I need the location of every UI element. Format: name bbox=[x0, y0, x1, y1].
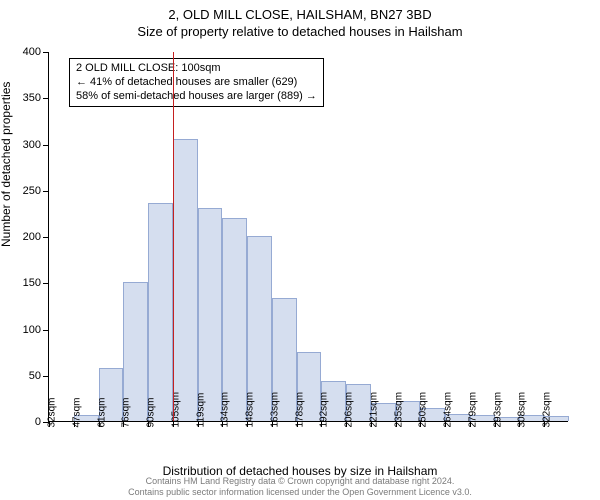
x-tick-label: 279sqm bbox=[467, 392, 478, 428]
x-tick-label: 134sqm bbox=[220, 392, 231, 428]
histogram-bar bbox=[198, 208, 223, 421]
y-tick bbox=[43, 98, 49, 99]
x-tick-label: 61sqm bbox=[96, 397, 107, 427]
y-tick bbox=[43, 283, 49, 284]
histogram-bar bbox=[173, 139, 198, 421]
y-tick-label: 0 bbox=[9, 416, 41, 428]
x-tick-label: 192sqm bbox=[319, 392, 330, 428]
x-tick-label: 163sqm bbox=[269, 392, 280, 428]
footer-line-2: Contains public sector information licen… bbox=[128, 487, 472, 497]
y-tick bbox=[43, 145, 49, 146]
x-tick-label: 178sqm bbox=[294, 392, 305, 428]
y-tick bbox=[43, 376, 49, 377]
y-tick-label: 150 bbox=[9, 277, 41, 289]
histogram-bar bbox=[222, 218, 247, 421]
annotation-line: 2 OLD MILL CLOSE: 100sqm bbox=[76, 62, 317, 76]
y-axis-title: Number of detached properties bbox=[0, 82, 13, 247]
y-tick bbox=[43, 330, 49, 331]
y-tick-label: 300 bbox=[9, 139, 41, 151]
x-tick-label: 119sqm bbox=[195, 393, 206, 428]
x-tick-label: 148sqm bbox=[245, 392, 256, 428]
y-tick bbox=[43, 191, 49, 192]
x-tick-label: 221sqm bbox=[368, 392, 379, 428]
x-tick-label: 235sqm bbox=[393, 392, 404, 428]
x-tick-label: 47sqm bbox=[71, 397, 82, 427]
highlight-line bbox=[173, 52, 174, 421]
x-tick-label: 250sqm bbox=[418, 392, 429, 428]
x-tick-label: 293sqm bbox=[492, 392, 503, 428]
annotation-line: ← 41% of detached houses are smaller (62… bbox=[76, 76, 317, 90]
y-tick-label: 200 bbox=[9, 231, 41, 243]
chart-title: 2, OLD MILL CLOSE, HAILSHAM, BN27 3BD bbox=[0, 0, 600, 24]
y-tick bbox=[43, 237, 49, 238]
histogram-bar bbox=[148, 203, 173, 421]
y-tick-label: 250 bbox=[9, 185, 41, 197]
y-tick-label: 400 bbox=[9, 46, 41, 58]
chart-footer: Contains HM Land Registry data © Crown c… bbox=[0, 476, 600, 498]
chart-subtitle: Size of property relative to detached ho… bbox=[0, 24, 600, 39]
plot-area: 2 OLD MILL CLOSE: 100sqm← 41% of detache… bbox=[48, 52, 568, 422]
footer-line-1: Contains HM Land Registry data © Crown c… bbox=[146, 476, 455, 486]
x-tick-label: 76sqm bbox=[121, 397, 132, 427]
annotation-line: 58% of semi-detached houses are larger (… bbox=[76, 90, 317, 104]
x-tick-label: 206sqm bbox=[344, 392, 355, 428]
x-tick-label: 264sqm bbox=[443, 392, 454, 428]
annotation-box: 2 OLD MILL CLOSE: 100sqm← 41% of detache… bbox=[69, 58, 324, 107]
x-tick-label: 322sqm bbox=[542, 392, 553, 428]
x-tick-label: 32sqm bbox=[47, 397, 58, 427]
x-tick-label: 308sqm bbox=[517, 392, 528, 428]
y-tick-label: 100 bbox=[9, 324, 41, 336]
y-tick bbox=[43, 52, 49, 53]
property-size-chart: 2, OLD MILL CLOSE, HAILSHAM, BN27 3BD Si… bbox=[0, 0, 600, 500]
y-tick-label: 50 bbox=[9, 370, 41, 382]
y-tick-label: 350 bbox=[9, 92, 41, 104]
x-tick-label: 90sqm bbox=[146, 397, 157, 427]
